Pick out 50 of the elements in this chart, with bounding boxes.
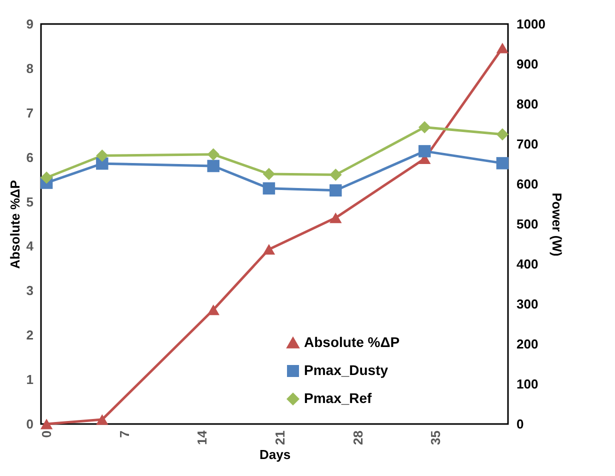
y2-tick-label: 400 — [516, 256, 538, 272]
point — [96, 149, 108, 162]
y2-tick-label: 200 — [516, 336, 538, 352]
point — [496, 128, 509, 141]
point — [496, 157, 509, 170]
y2-tick-label: 300 — [516, 296, 538, 312]
legend-label: Pmax_Dusty — [304, 362, 388, 378]
x-tick-label: 0 — [39, 430, 54, 438]
x-tick-label: 28 — [350, 430, 366, 445]
point — [262, 168, 276, 180]
point — [96, 157, 108, 170]
legend-label: Absolute %ΔP — [304, 334, 400, 350]
point — [262, 182, 276, 195]
y-tick-label: 1 — [26, 372, 34, 388]
point — [418, 121, 431, 134]
point — [40, 418, 53, 430]
point — [207, 304, 220, 316]
y2-tick-label: 100 — [516, 376, 538, 392]
y2-tick-label: 900 — [516, 56, 538, 72]
y2-tick-label: 800 — [516, 96, 538, 112]
x-tick-label: 21 — [272, 430, 288, 445]
x-axis-title: Days — [259, 446, 291, 462]
point — [40, 171, 53, 184]
point — [330, 184, 342, 197]
y-tick-label: 8 — [26, 60, 34, 76]
y2-tick-label: 1000 — [516, 16, 546, 32]
y-axis-title: Absolute %ΔP — [7, 180, 22, 269]
point — [496, 42, 509, 54]
y-tick-label: 4 — [26, 238, 34, 254]
x-tick-label: 7 — [116, 430, 132, 438]
point — [262, 244, 276, 255]
point — [96, 414, 108, 425]
point — [207, 160, 220, 172]
y2-tick-label: 600 — [516, 176, 538, 192]
x-tick-label: 35 — [428, 430, 444, 445]
y2-tick-label: 700 — [516, 136, 538, 152]
y-tick-label: 5 — [26, 194, 34, 210]
y-tick-label: 9 — [26, 16, 34, 32]
y-tick-label: 7 — [26, 105, 34, 120]
y-tick-label: 2 — [26, 328, 34, 343]
y2-axis-title: Power (W) — [549, 192, 564, 256]
point — [207, 148, 220, 161]
point — [330, 212, 342, 224]
point — [418, 145, 431, 158]
x-tick-label: 14 — [194, 430, 210, 445]
point — [330, 168, 342, 181]
y-tick-label: 3 — [26, 283, 34, 298]
y2-tick-label: 500 — [516, 216, 538, 232]
legend-label: Pmax_Ref — [304, 390, 372, 406]
y-tick-label: 6 — [26, 150, 34, 165]
